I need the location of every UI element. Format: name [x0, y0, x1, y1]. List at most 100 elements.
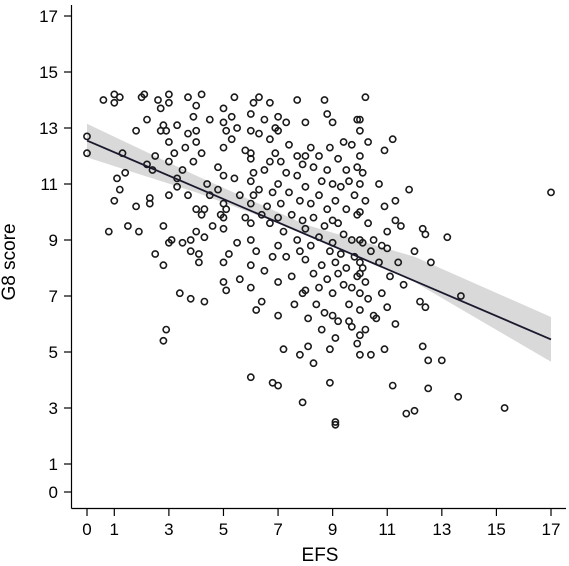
- data-point: [265, 157, 274, 166]
- data-point: [293, 96, 302, 104]
- data-point: [230, 93, 239, 102]
- data-point: [186, 247, 195, 256]
- data-point: [83, 149, 91, 158]
- data-point: [361, 278, 370, 286]
- data-point: [282, 168, 291, 177]
- data-point: [164, 98, 173, 107]
- data-point: [301, 152, 310, 160]
- data-point: [301, 182, 310, 191]
- data-point: [170, 149, 179, 158]
- data-point: [219, 224, 228, 233]
- data-point: [246, 219, 255, 228]
- data-point: [388, 135, 397, 144]
- data-point: [208, 222, 217, 230]
- data-point: [263, 202, 271, 211]
- data-point: [181, 143, 190, 152]
- data-point: [399, 280, 408, 289]
- data-point: [301, 224, 310, 233]
- data-point: [306, 241, 315, 250]
- data-point: [274, 213, 282, 222]
- data-point: [418, 342, 427, 351]
- data-point: [353, 339, 362, 348]
- data-point: [331, 334, 340, 342]
- data-point: [345, 300, 353, 309]
- data-point: [189, 112, 198, 121]
- data-point: [252, 247, 261, 256]
- data-point: [317, 177, 326, 186]
- data-point: [309, 163, 318, 172]
- data-point: [249, 191, 258, 200]
- data-point: [246, 261, 255, 270]
- data-point: [265, 219, 274, 228]
- data-point: [197, 149, 206, 158]
- data-point: [175, 289, 184, 298]
- data-point: [315, 191, 323, 200]
- data-point: [369, 236, 378, 244]
- data-point: [235, 191, 244, 200]
- data-point: [355, 208, 364, 216]
- data-point: [372, 314, 381, 323]
- data-point: [293, 152, 302, 160]
- x-tick-label: 0: [82, 520, 91, 539]
- y-axis-title: G8 score: [0, 223, 20, 300]
- data-point: [355, 115, 364, 124]
- data-point: [355, 350, 364, 359]
- data-point: [227, 112, 236, 121]
- y-tick-label: 0: [49, 483, 58, 502]
- data-point: [361, 196, 370, 205]
- data-point: [364, 294, 372, 303]
- data-point: [255, 185, 263, 194]
- data-point: [331, 258, 340, 267]
- data-point: [151, 152, 160, 160]
- confidence-band: [87, 123, 551, 362]
- data-point: [276, 157, 285, 166]
- data-point: [375, 180, 383, 188]
- data-point: [339, 230, 348, 239]
- data-point: [162, 325, 171, 334]
- data-point: [99, 96, 108, 104]
- data-point: [358, 264, 367, 272]
- data-point: [83, 132, 91, 141]
- data-point: [194, 258, 203, 267]
- data-point: [246, 199, 255, 208]
- data-point: [134, 227, 143, 236]
- data-point: [325, 378, 334, 387]
- data-point: [246, 373, 255, 382]
- data-point: [334, 154, 342, 163]
- data-point: [304, 314, 312, 323]
- data-point: [233, 238, 241, 247]
- data-point: [421, 230, 430, 239]
- data-point: [380, 202, 389, 211]
- data-point: [219, 213, 228, 222]
- data-point: [347, 140, 356, 149]
- data-point: [500, 404, 509, 412]
- data-point: [380, 345, 389, 354]
- data-point: [189, 157, 198, 166]
- data-point: [402, 409, 411, 418]
- data-point: [424, 356, 433, 365]
- data-point: [186, 236, 195, 244]
- x-tick-label: 17: [542, 520, 561, 539]
- data-point: [279, 227, 288, 236]
- data-point: [309, 213, 318, 222]
- data-point: [222, 286, 231, 295]
- y-tick-label: 17: [39, 7, 58, 26]
- y-tick-label: 3: [49, 399, 58, 418]
- data-point: [184, 93, 192, 102]
- data-point: [355, 331, 364, 340]
- data-point: [320, 308, 329, 317]
- data-point: [222, 205, 231, 214]
- data-point: [383, 244, 392, 253]
- data-point: [285, 140, 293, 149]
- data-point: [323, 110, 332, 118]
- data-point: [317, 325, 326, 334]
- data-point: [443, 233, 452, 242]
- data-point: [132, 202, 140, 211]
- data-point: [159, 222, 168, 230]
- x-axis-title: EFS: [302, 545, 339, 566]
- data-point: [405, 185, 413, 194]
- data-point: [315, 152, 323, 160]
- data-point: [364, 138, 372, 146]
- data-point: [159, 261, 168, 270]
